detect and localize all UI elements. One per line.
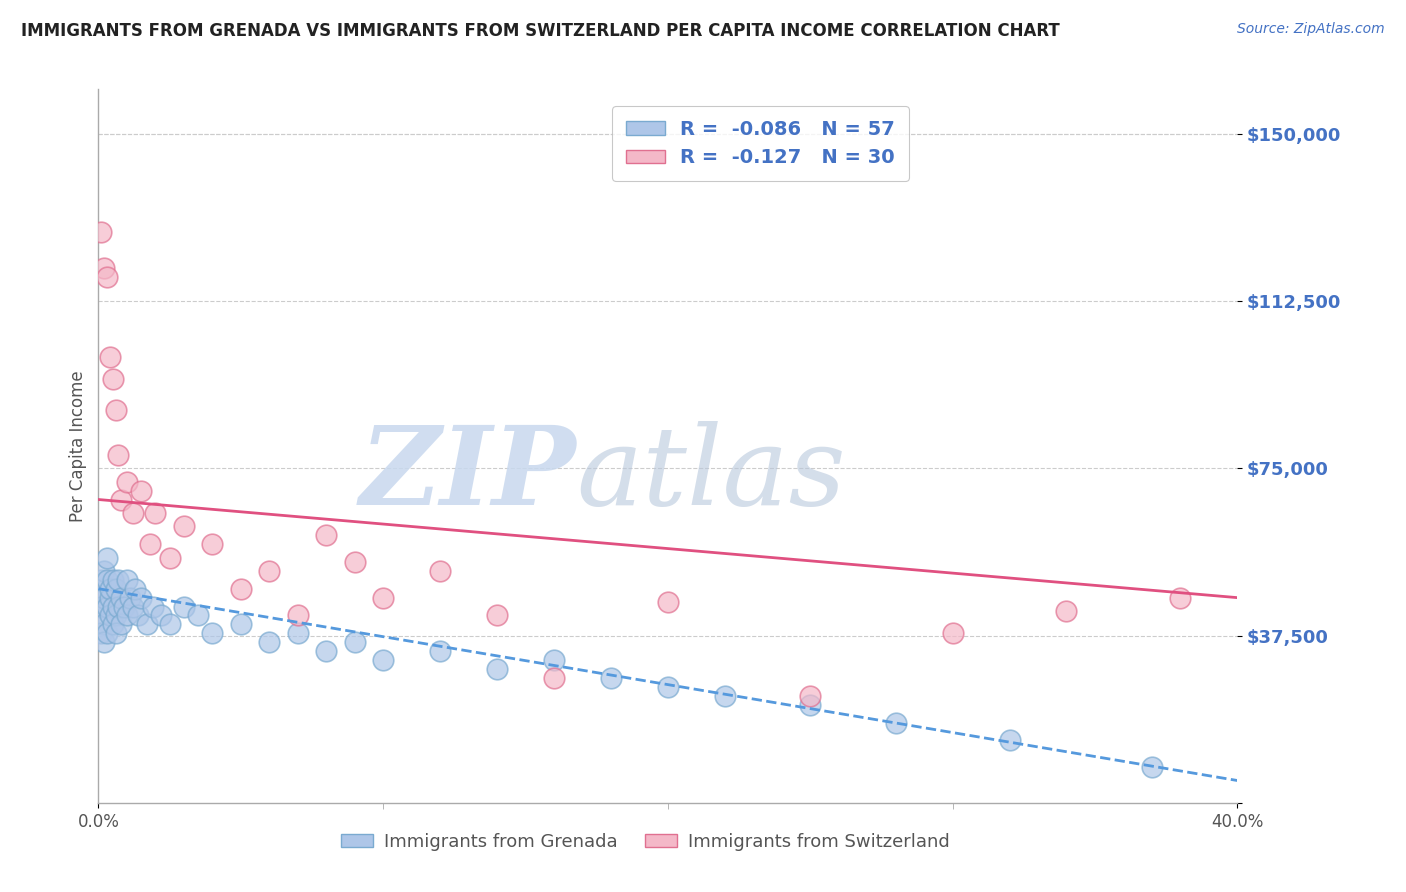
- Point: [90, 608, 112, 623]
- Point: [1140, 760, 1163, 774]
- Text: IMMIGRANTS FROM GRENADA VS IMMIGRANTS FROM SWITZERLAND PER CAPITA INCOME CORRELA: IMMIGRANTS FROM GRENADA VS IMMIGRANTS FR…: [21, 22, 1060, 40]
- Point: [90, 573, 112, 587]
- Point: [121, 599, 143, 614]
- Point: [107, 599, 129, 614]
- Point: [942, 626, 965, 640]
- Point: [96, 573, 118, 587]
- Point: [110, 492, 132, 507]
- Point: [104, 403, 127, 417]
- Point: [118, 591, 141, 605]
- Point: [104, 608, 127, 623]
- Point: [101, 573, 124, 587]
- Point: [110, 617, 132, 632]
- Point: [96, 550, 118, 565]
- Point: [115, 475, 138, 489]
- Y-axis label: Per Capita Income: Per Capita Income: [69, 370, 87, 522]
- Point: [159, 550, 181, 565]
- Point: [96, 269, 118, 284]
- Point: [657, 680, 679, 694]
- Point: [543, 671, 565, 685]
- Point: [287, 608, 309, 623]
- Point: [138, 537, 160, 551]
- Point: [104, 582, 127, 596]
- Point: [93, 591, 115, 605]
- Point: [799, 689, 821, 703]
- Point: [1170, 591, 1192, 605]
- Point: [90, 582, 112, 596]
- Point: [486, 608, 509, 623]
- Point: [129, 591, 152, 605]
- Point: [145, 506, 167, 520]
- Point: [315, 644, 337, 658]
- Text: Source: ZipAtlas.com: Source: ZipAtlas.com: [1237, 22, 1385, 37]
- Point: [93, 564, 115, 578]
- Text: atlas: atlas: [576, 421, 846, 528]
- Point: [229, 582, 252, 596]
- Point: [129, 483, 152, 498]
- Legend: Immigrants from Grenada, Immigrants from Switzerland: Immigrants from Grenada, Immigrants from…: [333, 826, 957, 858]
- Point: [90, 225, 112, 239]
- Point: [343, 555, 366, 569]
- Point: [600, 671, 623, 685]
- Point: [93, 617, 115, 632]
- Point: [259, 635, 281, 649]
- Point: [259, 564, 281, 578]
- Point: [173, 599, 195, 614]
- Point: [287, 626, 309, 640]
- Point: [141, 599, 163, 614]
- Point: [315, 528, 337, 542]
- Point: [101, 372, 124, 386]
- Point: [201, 626, 224, 640]
- Point: [135, 617, 157, 632]
- Point: [90, 599, 112, 614]
- Point: [343, 635, 366, 649]
- Point: [173, 519, 195, 533]
- Point: [115, 608, 138, 623]
- Point: [373, 591, 395, 605]
- Point: [201, 537, 224, 551]
- Point: [98, 582, 121, 596]
- Point: [121, 506, 143, 520]
- Point: [543, 653, 565, 667]
- Point: [98, 591, 121, 605]
- Point: [101, 617, 124, 632]
- Point: [373, 653, 395, 667]
- Point: [110, 591, 132, 605]
- Point: [112, 599, 135, 614]
- Point: [150, 608, 173, 623]
- Point: [884, 715, 907, 730]
- Point: [98, 608, 121, 623]
- Point: [93, 260, 115, 275]
- Point: [90, 626, 112, 640]
- Point: [127, 608, 149, 623]
- Point: [187, 608, 209, 623]
- Point: [107, 448, 129, 462]
- Point: [799, 698, 821, 712]
- Point: [159, 617, 181, 632]
- Point: [998, 733, 1021, 747]
- Point: [657, 595, 679, 609]
- Point: [486, 662, 509, 676]
- Point: [101, 599, 124, 614]
- Point: [124, 582, 146, 596]
- Point: [93, 635, 115, 649]
- Text: ZIP: ZIP: [360, 421, 576, 528]
- Point: [98, 350, 121, 364]
- Point: [429, 644, 451, 658]
- Point: [104, 626, 127, 640]
- Point: [96, 599, 118, 614]
- Point: [714, 689, 737, 703]
- Point: [107, 573, 129, 587]
- Point: [429, 564, 451, 578]
- Point: [115, 573, 138, 587]
- Point: [229, 617, 252, 632]
- Point: [1056, 604, 1078, 618]
- Point: [96, 626, 118, 640]
